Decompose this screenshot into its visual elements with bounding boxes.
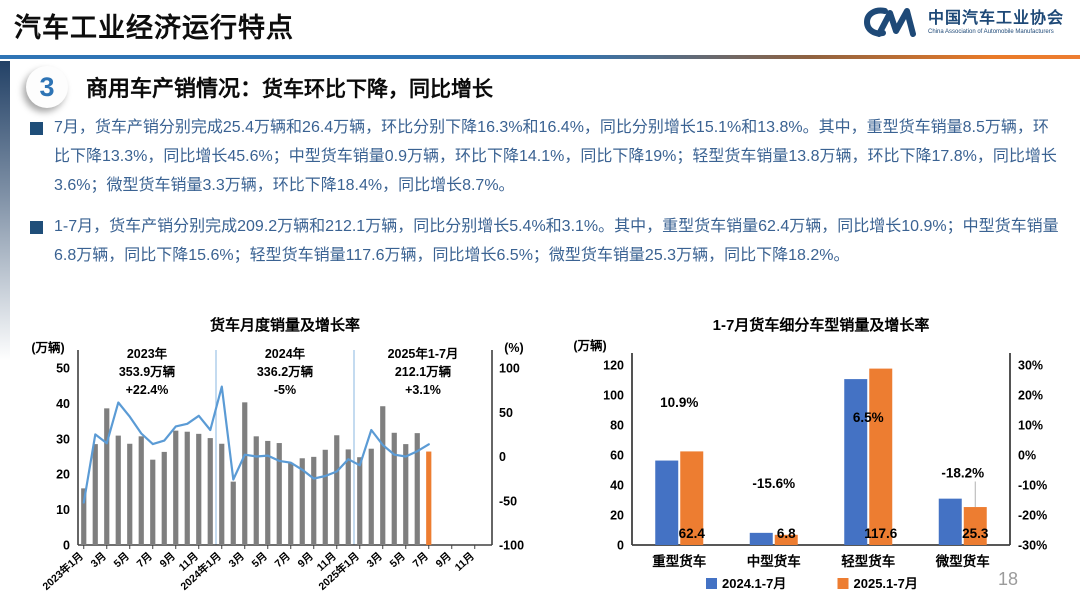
svg-text:10%: 10%: [1018, 419, 1043, 433]
section-heading: 商用车产销情况：货车环比下降，同比增长: [86, 71, 493, 103]
svg-text:1-7月货车细分车型销量及增长率: 1-7月货车细分车型销量及增长率: [713, 316, 930, 334]
monthly-sales-chart-svg: 货车月度销量及增长率 (万辆) (%) 0 10 20 30 40 50 -100 -50 0 50 10…: [31, 316, 524, 593]
page-number: 18: [997, 569, 1018, 589]
bullet-square-icon: [30, 122, 43, 135]
svg-text:3月: 3月: [89, 550, 109, 570]
segment-sales-chart-svg: 1-7月货车细分车型销量及增长率 (万辆) 0 20 40 60 80 100 120 -30% -…: [573, 316, 1047, 591]
svg-text:50: 50: [56, 362, 70, 376]
svg-text:30: 30: [56, 432, 70, 446]
svg-text:2024年: 2024年: [265, 346, 306, 361]
svg-text:-50: -50: [499, 494, 517, 508]
svg-text:-18.2%: -18.2%: [941, 466, 984, 481]
svg-text:50: 50: [499, 406, 513, 420]
svg-text:7月: 7月: [135, 550, 155, 570]
svg-text:9月: 9月: [158, 550, 178, 570]
svg-text:6.5%: 6.5%: [853, 410, 884, 425]
svg-text:(%): (%): [504, 341, 523, 355]
svg-text:9月: 9月: [296, 550, 316, 570]
svg-text:20: 20: [610, 509, 624, 523]
org-name: 中国汽车工业协会: [927, 10, 1064, 28]
section-number-badge: 3: [26, 66, 68, 108]
svg-text:(万辆): (万辆): [31, 340, 64, 355]
svg-text:5月: 5月: [388, 550, 408, 570]
svg-text:0: 0: [63, 539, 70, 553]
svg-text:5月: 5月: [250, 550, 270, 570]
caam-logo: 中国汽车工业协会 China Association of Automobile…: [863, 5, 1064, 41]
svg-text:40: 40: [56, 397, 70, 411]
svg-text:353.9万辆: 353.9万辆: [119, 364, 176, 379]
svg-text:20: 20: [56, 468, 70, 482]
bullet-list: 7月，货车产销分别完成25.4万辆和26.4万辆，环比分别下降16.3%和16.…: [30, 114, 1062, 284]
segment-sales-chart: 1-7月货车细分车型销量及增长率 (万辆) 0 20 40 60 80 100 120 -30% -…: [540, 310, 1080, 608]
svg-text:-10%: -10%: [1018, 479, 1047, 493]
svg-text:3月: 3月: [365, 550, 385, 570]
svg-text:7月: 7月: [273, 550, 293, 570]
svg-text:0: 0: [499, 450, 506, 464]
svg-text:+22.4%: +22.4%: [126, 383, 169, 397]
svg-text:-100: -100: [499, 539, 524, 553]
svg-text:60: 60: [610, 449, 624, 463]
svg-text:(万辆): (万辆): [573, 338, 606, 353]
bullet-2: 1-7月，货车产销分别完成209.2万辆和212.1万辆，同比分别增长5.4%和…: [30, 213, 1062, 271]
svg-text:10: 10: [56, 503, 70, 517]
svg-text:0%: 0%: [1018, 449, 1036, 463]
svg-text:3月: 3月: [227, 550, 247, 570]
bullet-square-icon: [30, 221, 43, 235]
svg-text:9月: 9月: [434, 550, 454, 570]
section-heading-emphasis: 货车环比下降，同比增长: [262, 78, 494, 101]
svg-text:336.2万辆: 336.2万辆: [257, 364, 314, 379]
section-heading-prefix: 商用车产销情况：: [86, 76, 263, 101]
svg-text:货车月度销量及增长率: 货车月度销量及增长率: [210, 316, 360, 334]
monthly-sales-chart: 货车月度销量及增长率 (万辆) (%) 0 10 20 30 40 50 -100 -50 0 50 10…: [0, 310, 540, 608]
svg-text:120: 120: [603, 359, 624, 373]
bullet-1-text: 7月，货车产销分别完成25.4万辆和26.4万辆，环比分别下降16.3%和16.…: [54, 119, 1057, 194]
svg-text:40: 40: [610, 479, 624, 493]
svg-text:0: 0: [617, 539, 624, 553]
svg-text:62.4: 62.4: [679, 526, 706, 541]
svg-text:212.1万辆: 212.1万辆: [395, 364, 452, 379]
svg-text:117.6: 117.6: [864, 526, 898, 541]
svg-text:80: 80: [610, 419, 624, 433]
svg-text:7月: 7月: [411, 550, 431, 570]
svg-text:+3.1%: +3.1%: [405, 383, 441, 397]
svg-text:-5%: -5%: [274, 383, 296, 397]
title-divider: [0, 55, 1080, 59]
svg-text:100: 100: [603, 389, 624, 403]
caam-logo-mark: [863, 7, 916, 37]
svg-text:-30%: -30%: [1018, 539, 1047, 553]
svg-text:10.9%: 10.9%: [660, 395, 698, 410]
charts-row: 货车月度销量及增长率 (万辆) (%) 0 10 20 30 40 50 -100 -50 0 50 10…: [0, 310, 1080, 608]
section-number: 3: [39, 71, 55, 102]
svg-text:5月: 5月: [112, 550, 132, 570]
bullet-2-text: 1-7月，货车产销分别完成209.2万辆和212.1万辆，同比分别增长5.4%和…: [54, 218, 1059, 265]
left-accent-bar: [0, 61, 10, 361]
page-title: 汽车工业经济运行特点: [14, 13, 294, 43]
svg-text:轻型货车: 轻型货车: [841, 553, 895, 569]
svg-text:25.3: 25.3: [962, 526, 989, 541]
svg-text:中型货车: 中型货车: [747, 553, 801, 569]
svg-text:-15.6%: -15.6%: [752, 476, 795, 491]
bullet-1: 7月，货车产销分别完成25.4万辆和26.4万辆，环比分别下降16.3%和16.…: [30, 114, 1062, 200]
svg-text:2025年1-7月: 2025年1-7月: [388, 346, 459, 361]
svg-text:6.8: 6.8: [777, 526, 796, 541]
svg-text:2025.1-7月: 2025.1-7月: [854, 576, 918, 591]
svg-text:重型货车: 重型货车: [652, 553, 706, 569]
svg-text:11月: 11月: [453, 550, 477, 573]
svg-text:2024.1-7月: 2024.1-7月: [722, 576, 786, 591]
svg-text:100: 100: [499, 362, 520, 376]
svg-text:2023年: 2023年: [127, 346, 168, 361]
svg-text:微型货车: 微型货车: [935, 553, 990, 569]
svg-text:-20%: -20%: [1018, 509, 1047, 523]
svg-text:2023年1月: 2023年1月: [40, 550, 86, 593]
svg-text:30%: 30%: [1018, 359, 1043, 373]
org-subtitle: China Association of Automobile Manufact…: [927, 28, 1054, 35]
svg-text:20%: 20%: [1018, 389, 1043, 403]
